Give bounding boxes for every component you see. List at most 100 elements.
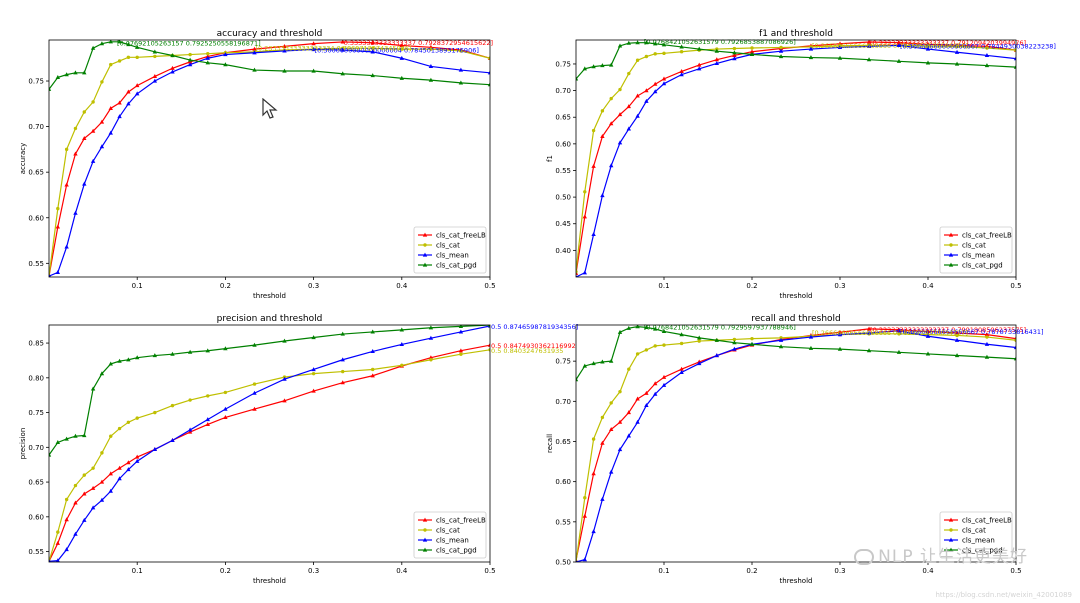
accuracy-and-threshold-cls-cat-point: [56, 206, 60, 211]
accuracy-and-threshold-cls-mean-point: [282, 48, 287, 53]
f1-and-threshold-legend-cls-mean-marker: [948, 252, 954, 257]
f1-and-threshold-cls-cat-pgd-point: [576, 76, 579, 81]
precision-and-threshold-cls-cat-pgd-point: [223, 346, 228, 351]
f1-and-threshold-cls-mean-point: [609, 163, 614, 168]
f1-and-threshold-cls-mean-point: [653, 89, 658, 94]
accuracy-and-threshold-cls-cat-freelb-point: [99, 119, 105, 124]
precision-and-threshold-cls-cat-pgd-point: [252, 342, 257, 347]
f1-and-threshold-cls-cat-freelb-point: [896, 40, 902, 45]
accuracy-and-threshold-cls-mean-point: [311, 47, 316, 52]
precision-and-threshold-cls-cat-pgd-point: [73, 433, 78, 438]
accuracy-and-threshold-cls-mean-point: [399, 55, 404, 60]
precision-and-threshold-cls-cat-pgd-point: [370, 329, 375, 334]
recall-and-threshold-cls-mean-point: [661, 382, 667, 387]
recall-and-threshold-cls-mean-point: [866, 330, 872, 335]
precision-and-threshold-cls-cat-point: [223, 390, 228, 395]
recall-and-threshold-cls-cat-pgd-point: [837, 346, 843, 351]
f1-and-threshold-cls-cat-pgd-point: [591, 64, 596, 69]
mouse-cursor-icon: [262, 98, 278, 119]
precision-and-threshold-legend-cls-mean-marker: [422, 537, 428, 542]
accuracy-and-threshold-cls-cat-point: [153, 54, 157, 59]
precision-and-threshold-legend-cls-cat-marker: [423, 528, 427, 532]
f1-and-threshold-ytick-label: 0.50: [555, 194, 571, 202]
f1-and-threshold-cls-cat-point: [609, 96, 613, 101]
accuracy-and-threshold-cls-cat-freelb-point: [170, 65, 175, 70]
precision-and-threshold-ytick-label: 0.65: [28, 479, 44, 487]
accuracy-and-threshold-cls-cat-pgd-point: [399, 75, 404, 80]
accuracy-and-threshold-cls-cat-point: [100, 80, 104, 84]
f1-and-threshold-cls-cat-pgd-point: [808, 55, 814, 60]
precision-and-threshold-cls-mean-point: [126, 467, 131, 472]
accuracy-and-threshold-cls-cat-freelb-point: [252, 46, 257, 51]
accuracy-and-threshold-cls-cat-point: [64, 147, 69, 152]
accuracy-and-threshold-cls-cat-freelb-point: [117, 100, 122, 105]
f1-and-threshold-legend-cls-cat-label: cls_cat: [962, 242, 986, 250]
accuracy-and-threshold-cls-mean-point: [90, 158, 96, 163]
recall-and-threshold-legend-cls-mean-label: cls_mean: [962, 537, 995, 545]
f1-and-threshold-cls-mean-point: [697, 66, 702, 71]
precision-and-threshold-cls-cat-pgd-point: [82, 433, 87, 438]
precision-and-threshold-cls-mean-point: [252, 390, 257, 395]
precision-and-threshold-cls-cat-point: [188, 398, 192, 402]
f1-and-threshold-cls-cat-point: [1014, 48, 1016, 52]
precision-and-threshold-annotation: 0.5 0.8403247631935: [491, 347, 563, 355]
recall-and-threshold-cls-cat-point: [697, 339, 701, 343]
accuracy-and-threshold-cls-cat-freelb-point: [82, 136, 87, 141]
precision-and-threshold-cls-mean-point: [64, 547, 69, 552]
accuracy-and-threshold-cls-cat-freelb-point: [399, 43, 404, 48]
recall-and-threshold-xlabel: threshold: [780, 577, 813, 585]
recall-and-threshold-cls-mean-point: [954, 337, 960, 342]
recall-and-threshold-cls-cat-freelb-point: [661, 374, 667, 379]
precision-and-threshold-cls-cat-freelb-point: [64, 517, 69, 522]
accuracy-and-threshold-legend-cls-cat-label: cls_cat: [436, 242, 460, 250]
f1-and-threshold-cls-cat-point: [644, 54, 649, 59]
f1-and-threshold-cls-cat-pgd-point: [617, 43, 623, 48]
accuracy-and-threshold-cls-cat-point: [429, 47, 433, 51]
precision-and-threshold-axes-frame: [48, 324, 491, 563]
wechat-icon: [854, 549, 875, 565]
precision-and-threshold-cls-cat-point: [64, 497, 69, 502]
accuracy-and-threshold-xtick-label: 0.4: [396, 282, 408, 290]
precision-and-threshold-xlabel: threshold: [253, 577, 286, 585]
recall-and-threshold-cls-cat-point: [653, 344, 657, 348]
accuracy-and-threshold-cls-cat-freelb-point: [55, 224, 61, 229]
recall-and-threshold-cls-cat-point: [627, 367, 631, 371]
precision-and-threshold-cls-cat-pgd-point: [126, 357, 131, 362]
recall-and-threshold-cls-mean-point: [635, 419, 640, 424]
recall-and-threshold-cls-cat-pgd-point: [635, 325, 640, 329]
recall-and-threshold-series-group: [576, 325, 1016, 562]
recall-and-threshold-cls-cat-freelb-point: [679, 366, 684, 371]
f1-and-threshold-cls-cat-pgd-point: [582, 66, 587, 71]
f1-and-threshold-legend-cls-cat-marker: [949, 243, 953, 247]
accuracy-and-threshold-cls-cat-freelb-point: [135, 83, 140, 88]
precision-and-threshold-cls-mean-point: [73, 531, 78, 536]
f1-and-threshold-cls-cat-point: [591, 128, 596, 133]
recall-and-threshold-cls-mean-point: [837, 332, 843, 337]
precision-and-threshold-series-group: [49, 325, 490, 562]
accuracy-and-threshold-legend-cls-cat-freelb-label: cls_cat_freeLB: [436, 232, 486, 240]
precision-and-threshold-cls-mean-point: [205, 417, 210, 422]
precision-and-threshold-cls-cat-pgd-point: [428, 325, 434, 330]
precision-and-threshold-legend-cls-cat-freelb-marker: [422, 517, 428, 522]
precision-and-threshold-legend-box: [413, 511, 487, 559]
f1-and-threshold-ytick-label: 0.45: [555, 220, 571, 228]
f1-and-threshold-legend-cls-mean-label: cls_mean: [962, 252, 995, 260]
accuracy-and-threshold-cls-mean-point: [252, 50, 257, 55]
precision-and-threshold-cls-mean-point: [108, 488, 113, 493]
accuracy-and-threshold-cls-mean-point: [55, 270, 61, 275]
f1-and-threshold-cls-cat-freelb-point: [626, 104, 631, 109]
recall-and-threshold-annotation: [0.26666666666666666 0.7859929370034727]: [812, 329, 968, 337]
recall-and-threshold-cls-cat-point: [600, 415, 605, 420]
precision-and-threshold-cls-cat-point: [341, 369, 345, 374]
f1-and-threshold-cls-cat-point: [926, 44, 930, 48]
recall-and-threshold-cls-mean-point: [582, 557, 587, 562]
f1-and-threshold-cls-cat-pgd-point: [714, 48, 719, 53]
recall-and-threshold-cls-cat-pgd-point: [644, 325, 649, 330]
f1-and-threshold-ytick-label: 0.65: [555, 114, 571, 122]
precision-and-threshold-cls-cat-freelb-point: [73, 500, 78, 505]
recall-and-threshold-cls-mean-point: [1013, 345, 1016, 350]
recall-and-threshold-cls-cat-point: [732, 337, 737, 342]
accuracy-and-threshold-cls-cat-pgd-point: [282, 68, 287, 73]
recall-and-threshold-cls-mean-point: [896, 328, 902, 333]
